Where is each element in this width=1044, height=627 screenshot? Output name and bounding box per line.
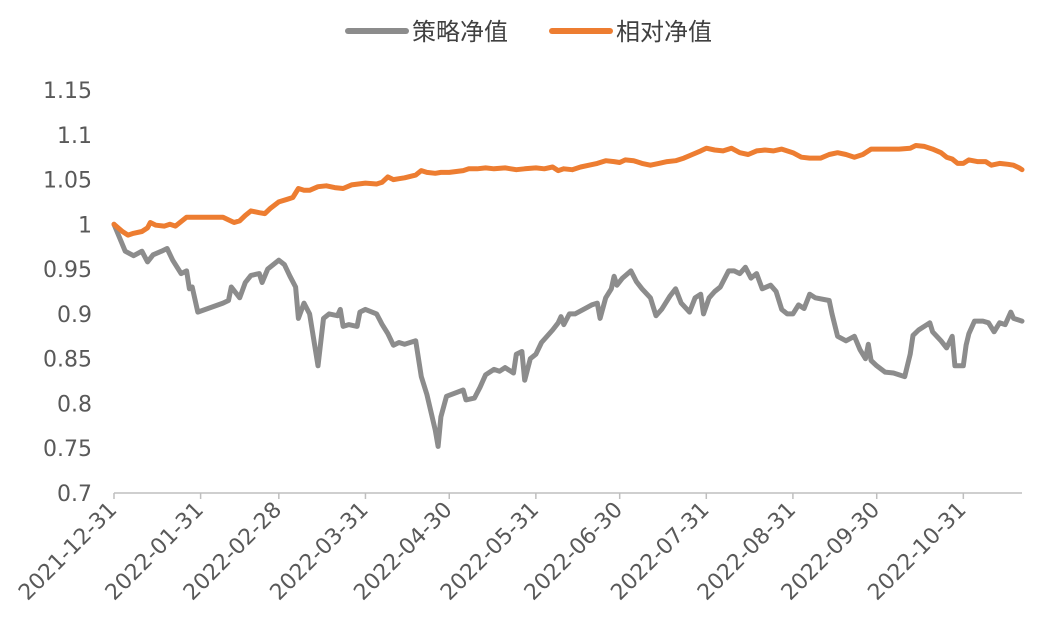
legend-label-strategy-nav: 策略净值 [412, 18, 508, 46]
series-line-relative-nav [111, 143, 1025, 238]
plot-series [111, 143, 1025, 449]
y-tick-label: 1 [78, 213, 92, 238]
y-tick-label: 0.7 [57, 482, 92, 507]
y-tick-label: 1.15 [43, 79, 92, 104]
series-line-strategy-nav [111, 221, 1025, 449]
x-axis: 2021-12-312022-01-312022-02-282022-03-31… [14, 492, 1022, 606]
y-tick-label: 0.85 [43, 348, 92, 373]
y-tick-label: 1.1 [57, 124, 92, 149]
y-tick-label: 0.8 [57, 392, 92, 417]
y-tick-label: 0.75 [43, 437, 92, 462]
y-tick-label: 0.9 [57, 303, 92, 328]
y-tick-label: 0.95 [43, 258, 92, 283]
legend-label-relative-nav: 相对净值 [616, 18, 712, 46]
legend: 策略净值 相对净值 [345, 18, 712, 46]
y-tick-label: 1.05 [43, 169, 92, 194]
y-axis: 0.7 0.75 0.8 0.85 0.9 0.95 1 1.05 1.1 1.15 [43, 79, 92, 507]
